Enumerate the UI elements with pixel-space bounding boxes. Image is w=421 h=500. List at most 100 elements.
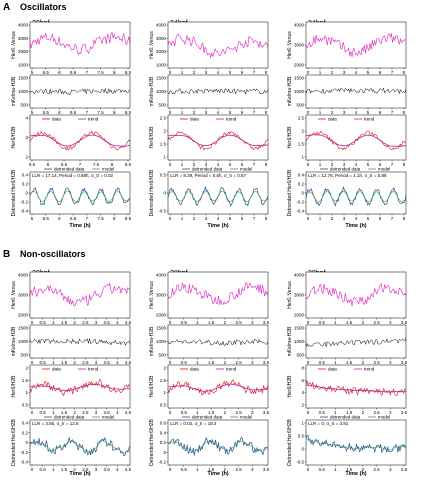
x-tick-label: 1.5 (208, 467, 215, 472)
legend-trend-label: trend (88, 367, 99, 372)
y-tick-label: 4000 (18, 23, 29, 28)
plot-frame (167, 364, 269, 409)
y-tick-label: 1500 (156, 76, 167, 81)
x-tick-label: 1 (196, 360, 199, 365)
legend-detrended-label: detrended data (54, 167, 85, 172)
x-tick-label: 1 (52, 467, 55, 472)
legend-trend-label: trend (364, 367, 375, 372)
y-tick-label: 500 (158, 103, 166, 108)
y-tick-label: 0.6 (160, 421, 167, 426)
x-tick-label: 7 (86, 70, 89, 75)
x-tick-label: 1 (52, 360, 55, 365)
legend-trend-label: trend (226, 367, 237, 372)
x-tick-label: 0 (169, 320, 172, 325)
x-tick-label: 2.5 (82, 467, 89, 472)
y-tick-label: 1.5 (160, 142, 167, 147)
h2b-series (305, 87, 407, 95)
x-tick-label: 4 (217, 162, 220, 167)
y-tick-label: 0.4 (160, 430, 167, 435)
y-tick-label: 1500 (18, 326, 29, 331)
x-tick-label: 0.5 (181, 467, 188, 472)
y-axis-label: Detrended Her6/H2B (149, 418, 155, 465)
x-tick-label: 8.5 (125, 110, 132, 115)
subplot-row-3: Detrended Her6/H2B 0.4 0.2 0 -0.2 -0.45 5.5 6 6.… (11, 167, 132, 222)
x-tick-label: 1 (196, 467, 199, 472)
x-tick-label: 3 (389, 467, 392, 472)
x-tick-label: 3 (343, 70, 346, 75)
y-tick-label: 2000 (294, 63, 305, 68)
x-tick-label: 3.5 (401, 320, 408, 325)
x-tick-label: 6 (379, 110, 382, 115)
y-tick-label: 4000 (294, 273, 305, 278)
x-tick-label: 7.5 (97, 110, 104, 115)
y-tick-label: 0.4 (22, 173, 29, 178)
y-tick-label: 0.2 (298, 182, 305, 187)
x-tick-label: 8 (113, 110, 116, 115)
x-tick-label: 8 (113, 70, 116, 75)
y-tick-label: 500 (296, 103, 304, 108)
x-tick-label: 1.5 (346, 410, 353, 415)
x-tick-label: 1 (196, 410, 199, 415)
y-tick-label: 1 (301, 155, 304, 160)
x-tick-label: 0.5 (319, 360, 326, 365)
x-tick-label: 8 (111, 162, 114, 167)
y-tick-label: 1000 (294, 339, 305, 344)
x-tick-label: 4 (217, 216, 220, 221)
y-tick-label: 2000 (18, 313, 29, 318)
x-tick-label: 5 (229, 110, 232, 115)
plot-frame (29, 21, 131, 69)
y-axis-label: Her6::Venus (287, 31, 293, 59)
section-title: Non-oscillators (20, 249, 86, 259)
x-tick-label: 0 (307, 320, 310, 325)
y-tick-label: 0.4 (22, 421, 29, 426)
x-tick-label: 5.5 (43, 110, 50, 115)
y-axis-label: Detrended Her6/H2B (149, 169, 155, 216)
x-tick-label: 3 (251, 320, 254, 325)
x-tick-label: 2.5 (82, 360, 89, 365)
y-tick-label: 8 (301, 366, 304, 371)
plot-frame (305, 21, 407, 69)
x-tick-label: 0 (307, 70, 310, 75)
subplot-row-3: Detrended Her6/H2B 0.60.40.20-0.20 0.5 1 1.5… (149, 415, 270, 473)
y-tick-label: 3000 (156, 293, 167, 298)
x-tick-label: 1.5 (61, 360, 68, 365)
x-tick-label: 6.5 (70, 216, 77, 221)
plot-frame (29, 171, 131, 215)
legend-data-label: data (52, 117, 61, 122)
x-tick-label: 0 (307, 162, 310, 167)
stat-annotation: LLR = 9.39, Period = 0.6h, σ_tr = 0.57 (170, 173, 246, 178)
x-tick-label: 7 (253, 216, 256, 221)
venus-series (29, 282, 131, 307)
y-tick-label: -0.4 (296, 209, 304, 214)
y-tick-label: 4000 (294, 23, 305, 28)
x-tick-label: 8 (265, 70, 268, 75)
y-axis-label: Her6/H2B (11, 126, 17, 149)
x-tick-label: 6 (241, 162, 244, 167)
x-tick-label: 6 (379, 70, 382, 75)
legend-data-label: data (328, 117, 337, 122)
x-tick-label: 5.5 (43, 70, 50, 75)
x-tick-label: 4 (116, 467, 119, 472)
stat-annotation: LLR = 3.85, σ_tr = 12.6 (32, 421, 79, 426)
y-tick-label: 500 (296, 353, 304, 358)
x-tick-label: 1.5 (61, 410, 68, 415)
y-axis-label: Her6::Venus (11, 31, 17, 59)
y-axis-label: Her6::Venus (11, 281, 17, 309)
x-tick-label: 6 (241, 110, 244, 115)
y-tick-label: 1000 (18, 63, 29, 68)
plot-frame (305, 271, 407, 319)
legend-model-label: model (378, 415, 390, 420)
x-tick-label: 1 (196, 320, 199, 325)
x-tick-label: 1.5 (61, 467, 68, 472)
section-letter: B (3, 249, 10, 260)
trend-series (29, 383, 131, 391)
y-tick-label: -0.2 (20, 450, 28, 455)
x-tick-label: 0 (169, 410, 172, 415)
y-tick-label: 3000 (294, 293, 305, 298)
x-tick-label: 2 (362, 467, 365, 472)
x-tick-label: 2.5 (373, 320, 380, 325)
